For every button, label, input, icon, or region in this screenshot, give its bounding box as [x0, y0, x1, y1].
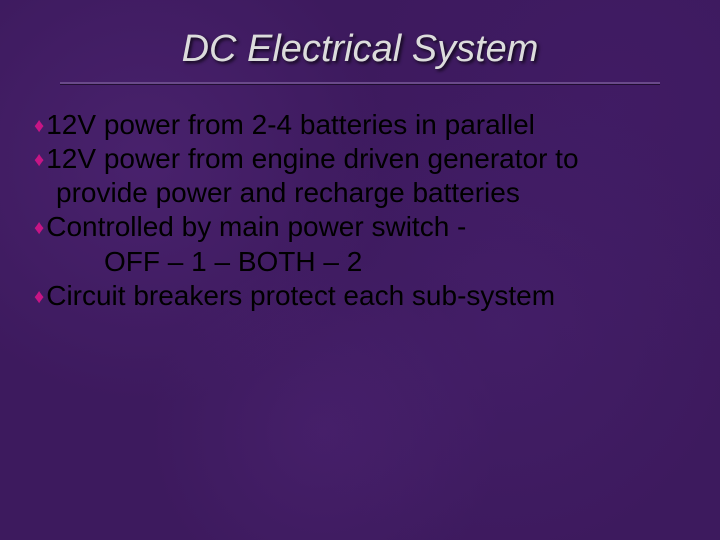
title-underline	[60, 82, 660, 84]
bullet-continuation: provide power and recharge batteries	[34, 176, 686, 210]
diamond-bullet-icon: ♦	[34, 216, 44, 240]
bullet-item: ♦Circuit breakers protect each sub-syste…	[34, 279, 686, 313]
bullet-text: OFF – 1 – BOTH – 2	[104, 246, 362, 277]
bullet-item: ♦12V power from 2-4 batteries in paralle…	[34, 108, 686, 142]
diamond-bullet-icon: ♦	[34, 148, 44, 172]
bullet-subline: OFF – 1 – BOTH – 2	[34, 245, 686, 279]
bullet-item: ♦Controlled by main power switch -	[34, 210, 686, 244]
diamond-bullet-icon: ♦	[34, 285, 44, 309]
slide-body: ♦12V power from 2-4 batteries in paralle…	[34, 108, 686, 313]
bullet-text: provide power and recharge batteries	[56, 177, 520, 208]
slide-title: DC Electrical System	[0, 28, 720, 71]
bullet-text: 12V power from 2-4 batteries in parallel	[46, 109, 535, 140]
bullet-text: 12V power from engine driven generator t…	[46, 143, 578, 174]
bullet-item: ♦12V power from engine driven generator …	[34, 142, 686, 176]
bullet-text: Controlled by main power switch -	[46, 211, 466, 242]
diamond-bullet-icon: ♦	[34, 114, 44, 138]
bullet-text: Circuit breakers protect each sub-system	[46, 280, 555, 311]
